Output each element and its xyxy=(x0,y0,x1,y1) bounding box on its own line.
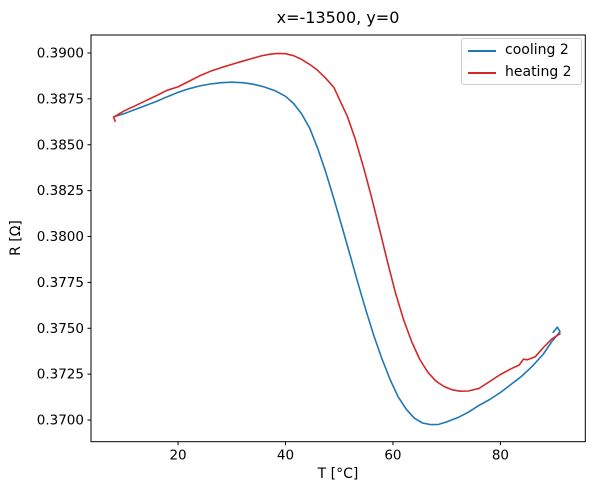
x-tick-label: 60 xyxy=(384,448,401,464)
y-tick-label: 0.3775 xyxy=(37,275,84,291)
x-axis-label: T [°C] xyxy=(317,466,359,482)
y-tick-label: 0.3800 xyxy=(37,229,84,245)
y-tick-label: 0.3700 xyxy=(37,413,84,429)
x-tick-label: 40 xyxy=(277,448,294,464)
legend-line-cooling-icon xyxy=(468,49,496,52)
y-axis-label: R [Ω] xyxy=(8,220,24,256)
y-tick-label: 0.3850 xyxy=(37,137,84,153)
y-tick-label: 0.3725 xyxy=(37,367,84,383)
x-tick-label: 80 xyxy=(492,448,509,464)
legend-line-heating-icon xyxy=(468,71,496,74)
legend-item-heating: heating 2 xyxy=(468,63,573,82)
legend-label-heating: heating 2 xyxy=(505,64,572,80)
axes-frame xyxy=(90,34,586,443)
legend-item-cooling: cooling 2 xyxy=(468,41,573,60)
y-tick-label: 0.3875 xyxy=(37,91,84,107)
legend-label-cooling: cooling 2 xyxy=(505,42,569,58)
heating-2-curve xyxy=(112,52,561,393)
chart-title: x=-13500, y=0 xyxy=(276,8,400,27)
y-tick-label: 0.3900 xyxy=(37,45,84,61)
y-tick-label: 0.3750 xyxy=(37,321,84,337)
y-tick-label: 0.3825 xyxy=(37,183,84,199)
x-tick-label: 20 xyxy=(169,448,186,464)
cooling-2-curve xyxy=(112,81,561,426)
legend: cooling 2 heating 2 xyxy=(461,38,582,85)
